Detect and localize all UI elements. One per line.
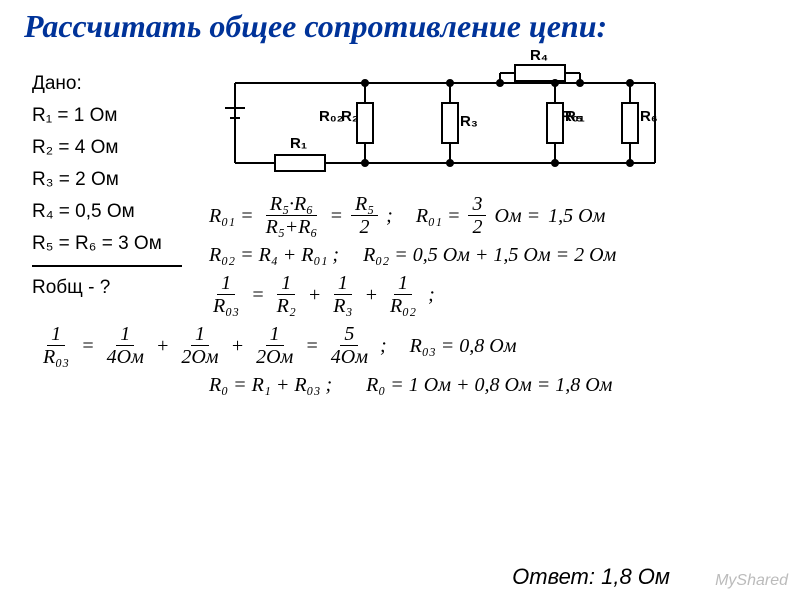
circuit-diagram: R₁ R₀₂ R₂ R₃ R₄ R₅ R₀₁ R₆ — [215, 53, 675, 183]
eq-r01-frac3: 3 2 — [468, 193, 486, 238]
eq-r01-den: R₅+R₆ — [262, 216, 322, 238]
bsemi: ; — [380, 335, 402, 357]
eq-r02: R₀₂ = R₄ + R₀₁ ; R₀₂ = 0,5 Ом + 1,5 Ом =… — [205, 244, 800, 266]
plus2: + — [364, 284, 378, 306]
given-question: Rобщ - ? — [32, 277, 205, 299]
bd3: 2Ом — [177, 346, 222, 368]
bplus1: + — [156, 335, 170, 357]
equations-block: R₀₁ = R₅·R₆ R₅+R₆ = R₅ 2 ; R₀₁ = 3 2 Ом … — [205, 193, 800, 396]
given-r4: R₄ = 0,5 Ом — [32, 201, 205, 223]
eq-r03b-r: 5 4Ом — [327, 323, 372, 368]
given-r56: R₅ = R₆ = 3 Ом — [32, 233, 205, 255]
label-r2: R₂ — [341, 108, 359, 125]
page-title: Рассчитать общее сопротивление цепи: — [0, 0, 800, 45]
eq-r01-mden: 2 — [356, 216, 374, 238]
eq-r01-rhs-lbl: R₀₁ = — [416, 205, 461, 227]
content-area: Дано: R₁ = 1 Ом R₂ = 4 Ом R₃ = 2 Ом R₄ =… — [0, 45, 800, 402]
eq-r01-unit: Ом = — [494, 205, 540, 227]
d1: R₀₃ — [209, 295, 243, 317]
eq-r03a-a: 1 R₂ — [273, 272, 300, 317]
eq-r01-mnum: R₅ — [351, 193, 378, 216]
bd1: R₀₃ — [39, 346, 73, 368]
bn3: 1 — [191, 323, 209, 346]
eq-r02-rhs: R₀₂ = 0,5 Ом + 1,5 Ом = 2 Ом — [363, 244, 616, 266]
given-divider — [32, 265, 182, 267]
eq-r03a-lhs: 1 R₀₃ — [209, 272, 243, 317]
watermark: MyShared — [715, 572, 788, 590]
eq-r03b-c: 1 2Ом — [252, 323, 297, 368]
label-r501: R₀₁ — [561, 108, 585, 125]
n4: 1 — [394, 272, 412, 295]
eq-r01-frac2: R₅ 2 — [351, 193, 378, 238]
eq-r01-val: 1,5 Ом — [548, 205, 605, 227]
label-r6: R₆ — [640, 108, 658, 125]
label-r2a: R₀₂ — [319, 108, 343, 125]
bn2: 1 — [116, 323, 134, 346]
right-panel: R₁ R₀₂ R₂ R₃ R₄ R₅ R₀₁ R₆ R₀₁ = R₅·R₆ R₅… — [205, 53, 800, 402]
eq-semicolon1: ; — [386, 205, 408, 227]
label-r1: R₁ — [290, 135, 307, 152]
eq-semi2: ; — [428, 284, 435, 306]
given-r2: R₂ = 4 Ом — [32, 137, 205, 159]
plus1: + — [308, 284, 322, 306]
eq-r01-lhs: R₀₁ = — [209, 205, 254, 227]
bd4: 2Ом — [252, 346, 297, 368]
circuit-svg — [215, 53, 675, 183]
eq-r03b-b: 1 2Ом — [177, 323, 222, 368]
eq-r01-vden: 2 — [468, 216, 486, 238]
eq-r03b-res: R₀₃ = 0,8 Ом — [410, 335, 517, 357]
eq-r03a-b: 1 R₃ — [329, 272, 356, 317]
d4: R₀₂ — [386, 295, 420, 317]
eq-r02-lhs: R₀₂ = R₄ + R₀₁ ; — [209, 244, 339, 266]
given-r1: R₁ = 1 Ом — [32, 105, 205, 127]
d3: R₃ — [329, 295, 356, 317]
eq-r03b-a: 1 4Ом — [103, 323, 148, 368]
given-label: Дано: — [32, 53, 205, 95]
bn5: 5 — [340, 323, 358, 346]
eq-equals: = — [329, 205, 343, 227]
eq-r0-rhs: R₀ = 1 Ом + 0,8 Ом = 1,8 Ом — [366, 374, 612, 396]
d2: R₂ — [273, 295, 300, 317]
given-r3: R₃ = 2 Ом — [32, 169, 205, 191]
eq-r03a-c: 1 R₀₂ — [386, 272, 420, 317]
answer-text: Ответ: 1,8 Ом — [512, 564, 670, 590]
eq-r0-lhs: R₀ = R₁ + R₀₃ ; — [209, 374, 332, 396]
bd5: 4Ом — [327, 346, 372, 368]
bn4: 1 — [266, 323, 284, 346]
eq-r01-frac1: R₅·R₆ R₅+R₆ — [262, 193, 322, 238]
eq-r0: R₀ = R₁ + R₀₃ ; R₀ = 1 Ом + 0,8 Ом = 1,8… — [205, 374, 800, 396]
eq-r03a: 1 R₀₃ = 1 R₂ + 1 R₃ + 1 R₀₂ ; — [205, 272, 800, 317]
beq: = — [81, 335, 95, 357]
label-r3: R₃ — [460, 113, 478, 130]
eq-r03b: 1 R₀₃ = 1 4Ом + 1 2Ом + 1 2Ом = — [35, 323, 800, 368]
bd2: 4Ом — [103, 346, 148, 368]
bn1: 1 — [47, 323, 65, 346]
bplus2: + — [231, 335, 245, 357]
eq-r01-num: R₅·R₆ — [266, 193, 317, 216]
label-r4: R₄ — [530, 47, 548, 64]
beq2: = — [305, 335, 319, 357]
n1: 1 — [217, 272, 235, 295]
eq-r01: R₀₁ = R₅·R₆ R₅+R₆ = R₅ 2 ; R₀₁ = 3 2 Ом … — [205, 193, 800, 238]
eq-r01-vnum: 3 — [468, 193, 486, 216]
n3: 1 — [334, 272, 352, 295]
eq-eq2: = — [251, 284, 265, 306]
n2: 1 — [277, 272, 295, 295]
eq-r03b-lhs: 1 R₀₃ — [39, 323, 73, 368]
